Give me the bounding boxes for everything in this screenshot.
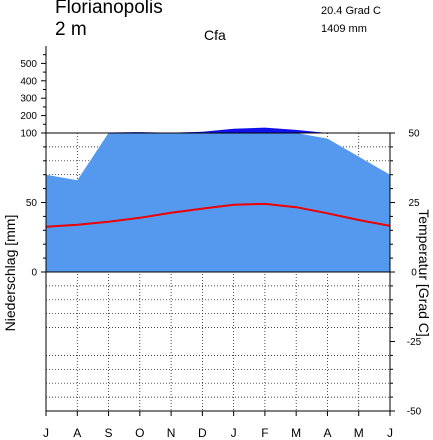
precip-tick-label: 100 bbox=[20, 129, 37, 140]
month-label: M bbox=[354, 426, 364, 440]
month-label: S bbox=[105, 426, 113, 440]
month-label: F bbox=[261, 426, 268, 440]
temperature-axis-title: Temperatur [Grad C] bbox=[416, 209, 432, 337]
temp-tick-label: -25 bbox=[407, 337, 422, 348]
precipitation-axis-title: Niederschlag [mm] bbox=[2, 214, 18, 332]
month-label: J bbox=[43, 426, 49, 440]
month-label: J bbox=[387, 426, 393, 440]
precip-tick-label: 50 bbox=[26, 198, 38, 209]
month-label: A bbox=[323, 426, 331, 440]
precip-tick-label: 500 bbox=[20, 59, 37, 70]
temperature-line bbox=[45, 202, 391, 228]
month-label: M bbox=[291, 426, 301, 440]
annual-precipitation: 1409 mm bbox=[321, 23, 367, 35]
temp-tick-label: 50 bbox=[408, 129, 420, 140]
excess-precipitation-area bbox=[46, 127, 390, 133]
climate-classification: Cfa bbox=[204, 27, 226, 43]
precipitation-areas bbox=[46, 127, 390, 272]
annual-mean-temperature: 20.4 Grad C bbox=[321, 5, 381, 17]
precipitation-area bbox=[46, 133, 390, 272]
station-name: Florianopolis bbox=[55, 0, 163, 18]
month-label: O bbox=[135, 426, 144, 440]
month-label: A bbox=[73, 426, 81, 440]
temp-tick-label: -50 bbox=[407, 407, 422, 418]
temperature-series bbox=[45, 202, 391, 228]
station-altitude: 2 m bbox=[55, 19, 87, 40]
temp-tick-label: 25 bbox=[408, 198, 420, 209]
month-label: D bbox=[198, 426, 207, 440]
precip-tick-label: 400 bbox=[20, 76, 37, 87]
precip-tick-label: 200 bbox=[20, 111, 37, 122]
month-label: N bbox=[167, 426, 176, 440]
temp-tick-label: 0 bbox=[411, 268, 417, 279]
month-label: J bbox=[231, 426, 237, 440]
axes bbox=[41, 46, 395, 416]
precip-tick-label: 0 bbox=[31, 268, 37, 279]
precip-tick-label: 300 bbox=[20, 94, 37, 105]
